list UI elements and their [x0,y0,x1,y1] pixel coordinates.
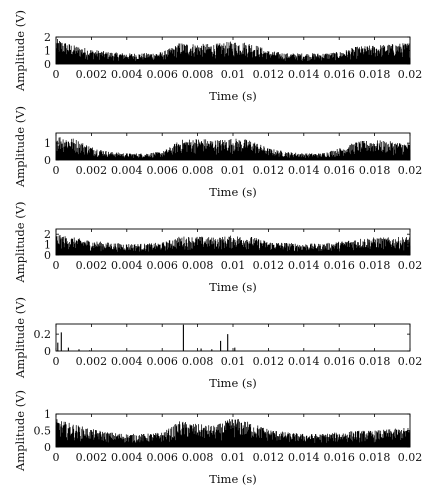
x-tick-label: 0.018 [359,451,391,464]
x-tick-label: 0.002 [76,164,108,177]
y-tick-label: 0.2 [34,328,52,341]
y-tick-label: 1 [44,137,51,150]
x-tick-label: 0.012 [253,259,285,272]
x-tick-label: 0.006 [146,451,178,464]
x-tick-label: 0.006 [146,259,178,272]
x-tick-label: 0.01 [221,451,246,464]
x-tick-label: 0.014 [288,68,320,81]
x-tick-label: 0.02 [398,164,423,177]
x-tick-label: 0.018 [359,68,391,81]
x-tick-label: 0.004 [111,259,143,272]
y-tick-label: 0 [44,345,51,358]
y-axis-label: Amplitude (V) [13,201,27,283]
x-tick-label: 0.004 [111,451,143,464]
chart-panel-3: 0 0.002 0.004 0.006 0.008 0.01 0.012 0.014 0.016… [13,201,422,294]
x-tick-label: 0.008 [182,68,214,81]
x-tick-label: 0.008 [182,355,214,368]
x-tick-label: 0 [53,259,60,272]
x-tick-label: 0 [53,451,60,464]
signal-trace [55,137,411,160]
y-axis-label: Amplitude (V) [13,10,27,92]
x-tick-label: 0.018 [359,259,391,272]
x-axis-label: Time (s) [209,185,257,199]
y-tick-label: 0 [44,441,51,454]
y-axis-label: Amplitude (V) [13,390,27,472]
y-axis-label: Amplitude (V) [13,297,27,379]
y-tick-label: 2 [44,31,51,44]
x-tick-label: 0.014 [288,164,320,177]
x-tick-label: 0.01 [221,259,246,272]
x-tick-label: 0 [53,355,60,368]
x-tick-label: 0.02 [398,355,423,368]
x-tick-label: 0 [53,68,60,81]
x-tick-label: 0.008 [182,164,214,177]
x-axis-label: Time (s) [209,280,257,294]
y-tick-label: 1 [44,45,51,58]
signal-trace [57,324,236,351]
x-tick-label: 0.008 [182,259,214,272]
x-tick-label: 0.006 [146,68,178,81]
y-axis-label: Amplitude (V) [13,106,27,188]
x-tick-label: 0.02 [398,259,423,272]
x-tick-label: 0.016 [323,68,355,81]
x-tick-label: 0 [53,164,60,177]
y-tick-label: 0 [44,58,51,71]
x-tick-label: 0.01 [221,164,246,177]
x-tick-label: 0.014 [288,355,320,368]
x-tick-label: 0.006 [146,164,178,177]
x-tick-label: 0.016 [323,259,355,272]
x-tick-label: 0.016 [323,164,355,177]
x-tick-label: 0.012 [253,355,285,368]
y-tick-label: 1 [44,408,51,421]
x-axis-label: Time (s) [209,472,257,486]
x-tick-label: 0.02 [398,451,423,464]
x-tick-label: 0.006 [146,355,178,368]
x-axis-label: Time (s) [209,376,257,390]
y-tick-label: 1 [44,239,51,252]
signal-trace [55,419,411,447]
x-tick-label: 0.016 [323,451,355,464]
x-tick-label: 0.004 [111,68,143,81]
signal-trace [55,38,411,64]
signal-trace [55,234,411,255]
x-tick-label: 0.014 [288,451,320,464]
x-tick-label: 0.008 [182,451,214,464]
y-tick-label: 0 [44,249,51,262]
plot-frame [55,323,411,352]
x-tick-label: 0.01 [221,355,246,368]
x-axis-label: Time (s) [209,89,257,103]
chart-panel-4: 0 0.002 0.004 0.006 0.008 0.01 0.012 0.014 0.016… [13,297,422,390]
chart-panel-1: 0 0.002 0.004 0.006 0.008 0.01 0.012 0.014 0.016… [13,10,422,103]
x-tick-label: 0.012 [253,164,285,177]
chart-panel-2: 0 0.002 0.004 0.006 0.008 0.01 0.012 0.014 0.016… [13,106,422,199]
x-tick-label: 0.018 [359,355,391,368]
x-tick-label: 0.02 [398,68,423,81]
y-tick-label: 2 [44,228,51,241]
chart-panel-5: 0 0.002 0.004 0.006 0.008 0.01 0.012 0.014 0.016… [13,390,422,486]
x-tick-label: 0.016 [323,355,355,368]
x-tick-label: 0.018 [359,164,391,177]
x-tick-label: 0.012 [253,451,285,464]
x-tick-label: 0.014 [288,259,320,272]
x-tick-label: 0.004 [111,164,143,177]
x-tick-label: 0.002 [76,451,108,464]
x-tick-label: 0.004 [111,355,143,368]
x-tick-label: 0.002 [76,68,108,81]
x-tick-label: 0.002 [76,259,108,272]
x-tick-label: 0.012 [253,68,285,81]
x-tick-label: 0.01 [221,68,246,81]
x-tick-label: 0.002 [76,355,108,368]
y-tick-label: 0 [44,154,51,167]
y-tick-label: 0.5 [34,425,52,438]
